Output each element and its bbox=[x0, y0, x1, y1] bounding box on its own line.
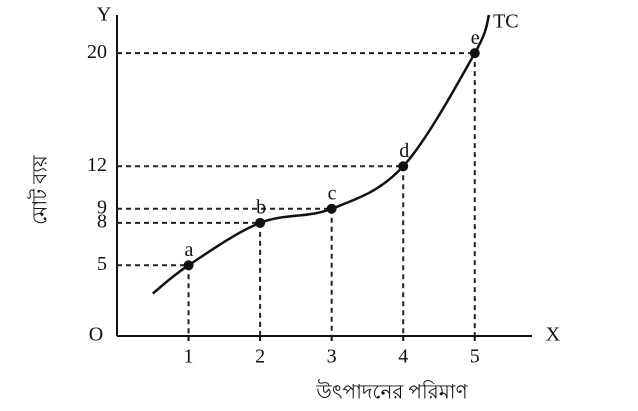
point bbox=[469, 48, 480, 59]
y-tick-label: 12 bbox=[87, 154, 107, 176]
x-tick-label: 1 bbox=[184, 346, 194, 368]
point-label: e bbox=[471, 27, 480, 49]
origin-label: O bbox=[89, 324, 103, 346]
point-label: d bbox=[399, 140, 409, 162]
point bbox=[326, 203, 337, 214]
x-tick-label: 3 bbox=[327, 346, 337, 368]
series-label: TC bbox=[493, 11, 519, 33]
y-tick-label: 20 bbox=[87, 41, 107, 63]
x-axis-label: উৎপাদনের পরিমাণ bbox=[315, 380, 468, 404]
x-axis-name: X bbox=[546, 324, 561, 346]
x-tick-label: 5 bbox=[470, 346, 480, 368]
y-tick-label: 8 bbox=[97, 210, 107, 232]
x-tick-label: 2 bbox=[255, 346, 265, 368]
point-label: c bbox=[328, 182, 337, 204]
y-axis-label: মোট ব্যয় bbox=[28, 154, 52, 225]
point-label: b bbox=[256, 196, 266, 218]
y-tick-label: 9 bbox=[97, 196, 107, 218]
point bbox=[183, 260, 194, 271]
y-tick-label: 5 bbox=[97, 253, 107, 275]
x-tick-label: 4 bbox=[398, 346, 408, 368]
point bbox=[255, 217, 266, 228]
point-label: a bbox=[185, 239, 194, 261]
y-axis-name: Y bbox=[97, 4, 111, 26]
point bbox=[398, 161, 409, 172]
